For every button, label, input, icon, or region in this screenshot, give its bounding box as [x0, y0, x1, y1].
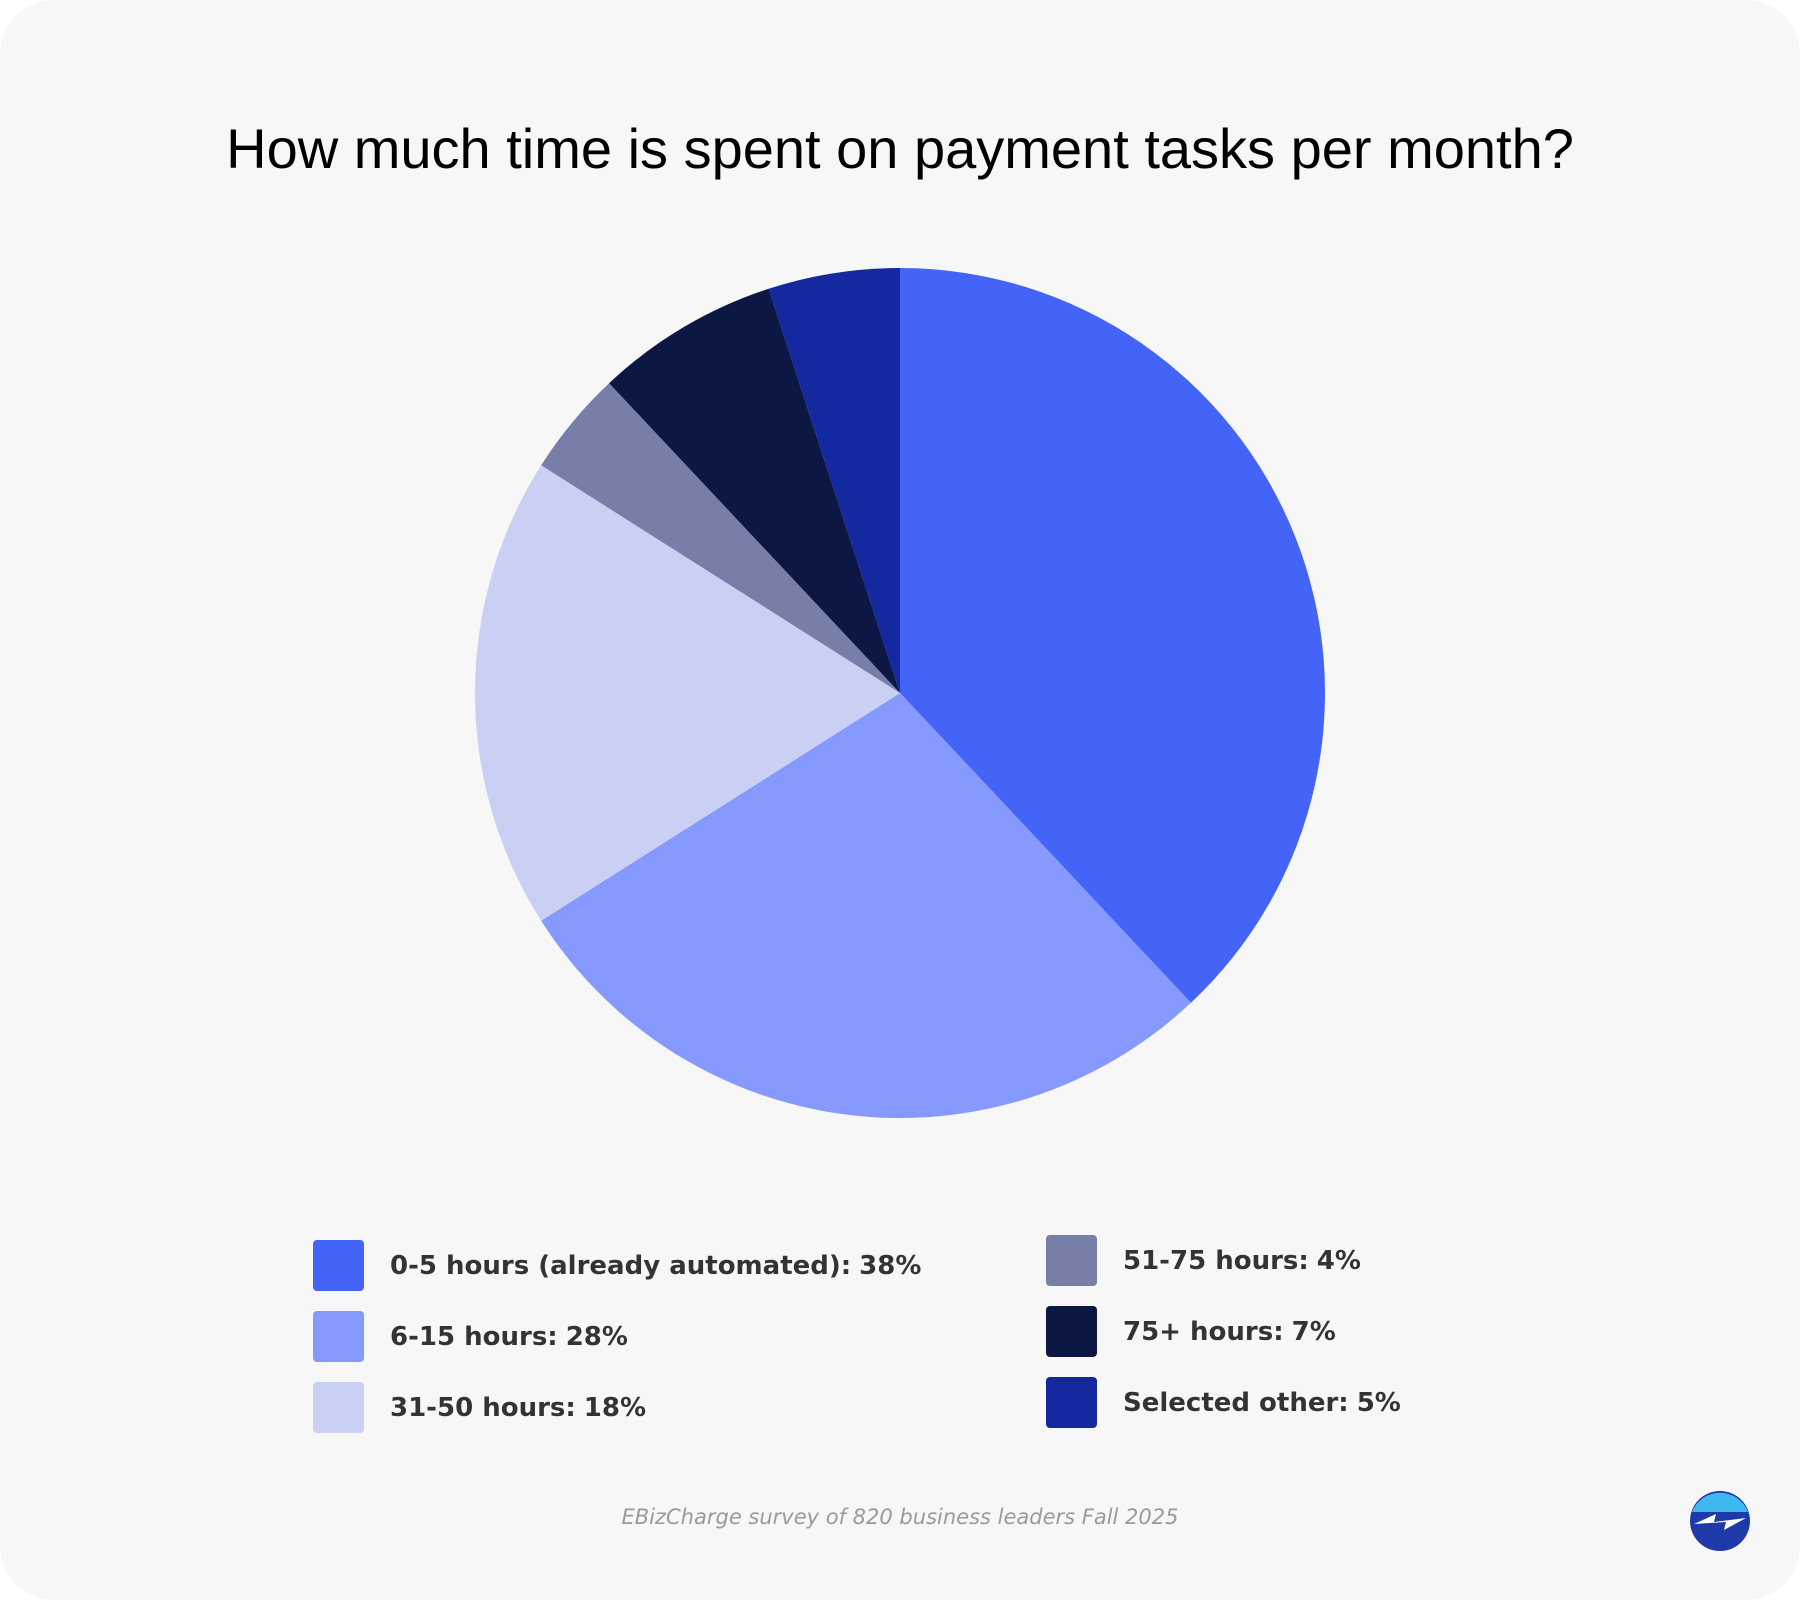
legend-value: 7%	[1292, 1317, 1336, 1347]
legend-category: Selected other:	[1123, 1388, 1349, 1418]
legend-label: 75+ hours: 7%	[1123, 1317, 1336, 1347]
pie-slice	[768, 268, 900, 693]
legend-swatch	[313, 1240, 364, 1291]
logo-bolt	[1694, 1514, 1746, 1530]
pie-slice	[541, 383, 900, 693]
legend-category: 6-15 hours:	[390, 1322, 558, 1352]
legend-value: 4%	[1317, 1246, 1361, 1276]
legend-label: 6-15 hours: 28%	[390, 1322, 628, 1352]
pie-slice	[609, 288, 900, 693]
legend-category: 51-75 hours:	[1123, 1246, 1309, 1276]
legend-category: 31-50 hours:	[390, 1393, 576, 1423]
logo-top	[1692, 1492, 1748, 1512]
legend-category: 0-5 hours (already automated):	[390, 1251, 851, 1281]
legend-value: 28%	[566, 1322, 628, 1352]
legend-category: 75+ hours:	[1123, 1317, 1284, 1347]
legend-value: 5%	[1357, 1388, 1401, 1418]
legend-value: 38%	[859, 1251, 921, 1281]
source-note: EBizCharge survey of 820 business leader…	[621, 1505, 1178, 1529]
legend-label: 51-75 hours: 4%	[1123, 1246, 1361, 1276]
legend-label: 31-50 hours: 18%	[390, 1393, 646, 1423]
logo	[1690, 1491, 1750, 1551]
legend-label: 0-5 hours (already automated): 38%	[390, 1251, 921, 1281]
legend-swatch	[313, 1382, 364, 1433]
pie-slice	[900, 268, 1325, 1003]
legend-swatch	[1046, 1235, 1097, 1286]
pie-slice	[541, 693, 1191, 1118]
legend-label: Selected other: 5%	[1123, 1388, 1401, 1418]
pie-slice	[475, 465, 900, 921]
legend-value: 18%	[584, 1393, 646, 1423]
chart-title: How much time is spent on payment tasks …	[226, 117, 1574, 180]
legend-swatch	[1046, 1306, 1097, 1357]
legend-swatch	[1046, 1377, 1097, 1428]
legend-swatch	[313, 1311, 364, 1362]
